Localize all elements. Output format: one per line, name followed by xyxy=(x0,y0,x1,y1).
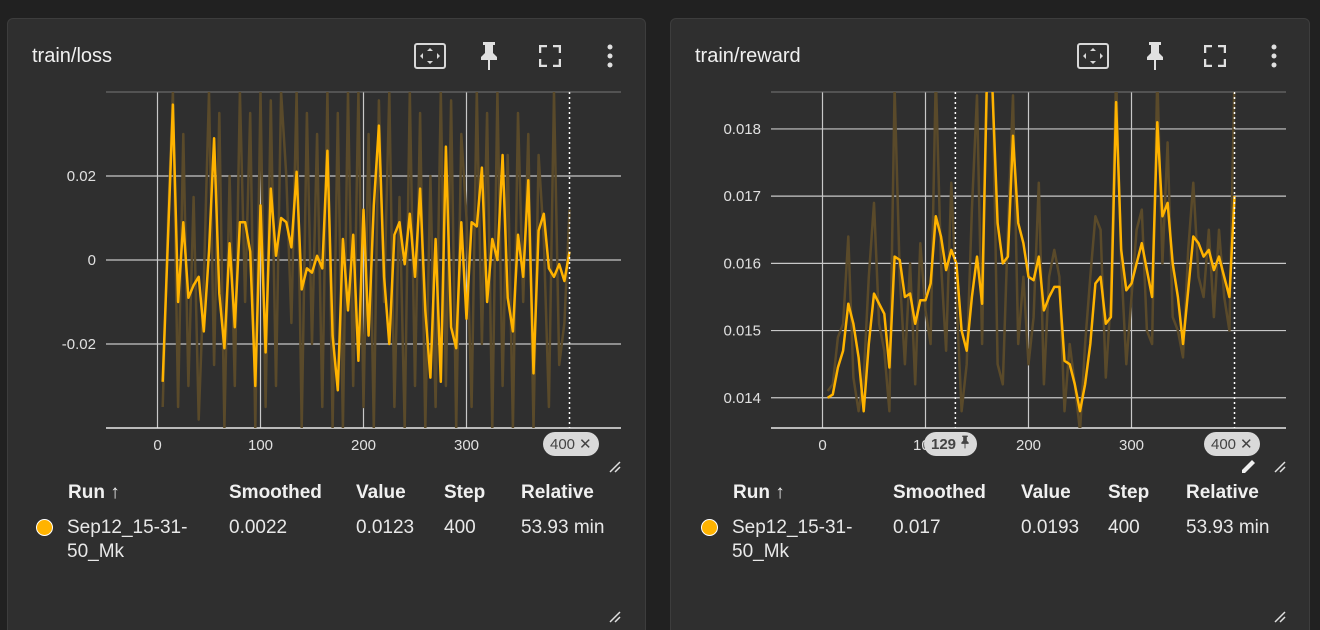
pin-button[interactable] xyxy=(472,39,506,73)
more-vert-icon xyxy=(1271,44,1277,68)
step-badge-value: 400 xyxy=(550,435,576,453)
run-value: 0.0193 xyxy=(1021,517,1080,538)
y-tick-label: 0 xyxy=(88,252,96,269)
fit-to-data-icon xyxy=(414,43,446,69)
card-title: train/loss xyxy=(32,45,113,67)
run-relative: 53.93 min xyxy=(1186,517,1270,538)
card-toolbar xyxy=(1071,39,1301,73)
smoothed-series-line xyxy=(161,103,571,392)
x-tick-label: 300 xyxy=(1119,437,1144,454)
pinned-step-value: 129 xyxy=(931,435,957,453)
run-smoothed: 0.017 xyxy=(893,517,941,538)
fit-to-data-icon xyxy=(1077,43,1109,69)
pin-icon xyxy=(478,41,500,71)
raw-series-line xyxy=(826,92,1236,428)
resize-handle-icon[interactable] xyxy=(1274,611,1286,623)
x-tick-label: 100 xyxy=(248,437,273,454)
y-tick-label: 0.017 xyxy=(723,188,761,205)
run-color-dot[interactable] xyxy=(36,519,53,536)
fit-to-data-button[interactable] xyxy=(1076,39,1110,73)
run-name-line1: Sep12_15-31- xyxy=(732,517,853,538)
x-tick-label: 200 xyxy=(351,437,376,454)
header-smoothed: Smoothed xyxy=(893,482,986,503)
header-run[interactable]: Run ↑ xyxy=(733,482,785,503)
run-name-line2: 50_Mk xyxy=(67,541,125,562)
fullscreen-button[interactable] xyxy=(1198,39,1232,73)
smoothed-series-line xyxy=(827,92,1236,413)
run-name-line1: Sep12_15-31- xyxy=(67,517,188,538)
loss-chart[interactable]: 0 100 200 300 0.02 0 -0.02 xyxy=(8,19,647,489)
more-vert-icon xyxy=(607,44,613,68)
run-step: 400 xyxy=(1108,517,1140,538)
fit-to-data-button[interactable] xyxy=(413,39,447,73)
pin-icon xyxy=(960,435,970,453)
run-step: 400 xyxy=(444,517,476,538)
card-title: train/reward xyxy=(695,45,801,67)
resize-handle-icon[interactable] xyxy=(609,611,621,623)
header-value: Value xyxy=(356,482,406,503)
y-tick-label: 0.014 xyxy=(723,390,761,407)
header-value: Value xyxy=(1021,482,1071,503)
step-badge[interactable]: 400 ✕ xyxy=(1204,432,1260,456)
close-icon[interactable]: ✕ xyxy=(579,436,592,453)
resize-handle-icon[interactable] xyxy=(1274,461,1286,473)
step-badge-value: 400 xyxy=(1211,435,1237,453)
run-name-line2: 50_Mk xyxy=(732,541,790,562)
pinned-step-badge[interactable]: 129 xyxy=(924,432,978,456)
x-tick-label: 0 xyxy=(153,437,161,454)
card-toolbar xyxy=(408,39,638,73)
header-step: Step xyxy=(1108,482,1150,503)
y-tick-label: 0.016 xyxy=(723,255,761,272)
more-options-button[interactable] xyxy=(1257,39,1291,73)
header-step: Step xyxy=(444,482,486,503)
edit-icon[interactable] xyxy=(1239,456,1259,481)
run-value: 0.0123 xyxy=(356,517,415,538)
y-tick-label: -0.02 xyxy=(62,336,96,353)
x-tick-label: 300 xyxy=(454,437,479,454)
y-tick-label: 0.015 xyxy=(723,323,761,340)
pin-icon xyxy=(1144,41,1166,71)
y-tick-label: 0.018 xyxy=(723,121,761,138)
card-train-loss: train/loss 0 100 200 300 0.02 0 -0.02 400 ✕ xyxy=(7,18,646,630)
pin-button[interactable] xyxy=(1138,39,1172,73)
run-smoothed: 0.0022 xyxy=(229,517,288,538)
fullscreen-button[interactable] xyxy=(533,39,567,73)
fullscreen-icon xyxy=(539,45,561,67)
run-relative: 53.93 min xyxy=(521,517,605,538)
step-badge[interactable]: 400 ✕ xyxy=(543,432,599,456)
header-relative: Relative xyxy=(521,482,594,503)
more-options-button[interactable] xyxy=(593,39,627,73)
card-train-reward: train/reward 01002003000.0180.0170.0160.… xyxy=(670,18,1310,630)
run-color-dot[interactable] xyxy=(701,519,718,536)
x-tick-label: 0 xyxy=(818,437,826,454)
header-smoothed: Smoothed xyxy=(229,482,322,503)
resize-handle-icon[interactable] xyxy=(609,461,621,473)
y-tick-label: 0.02 xyxy=(67,168,96,185)
x-tick-label: 200 xyxy=(1016,437,1041,454)
header-relative: Relative xyxy=(1186,482,1259,503)
close-icon[interactable]: ✕ xyxy=(1240,436,1253,453)
header-run[interactable]: Run ↑ xyxy=(68,482,120,503)
fullscreen-icon xyxy=(1204,45,1226,67)
